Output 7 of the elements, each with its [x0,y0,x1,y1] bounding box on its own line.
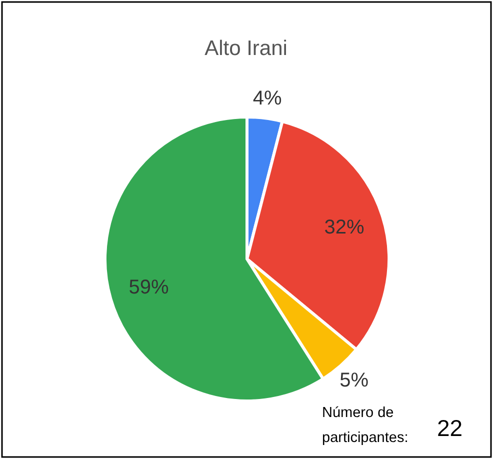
text: 22 [437,415,463,441]
data-label: 59% [128,276,170,299]
chart-title: Alto Irani [204,37,288,60]
data-label: 4% [252,87,282,110]
data-label: 5% [340,370,369,392]
text: Número de participantes: [322,405,408,446]
data-label: 32% [324,216,364,238]
